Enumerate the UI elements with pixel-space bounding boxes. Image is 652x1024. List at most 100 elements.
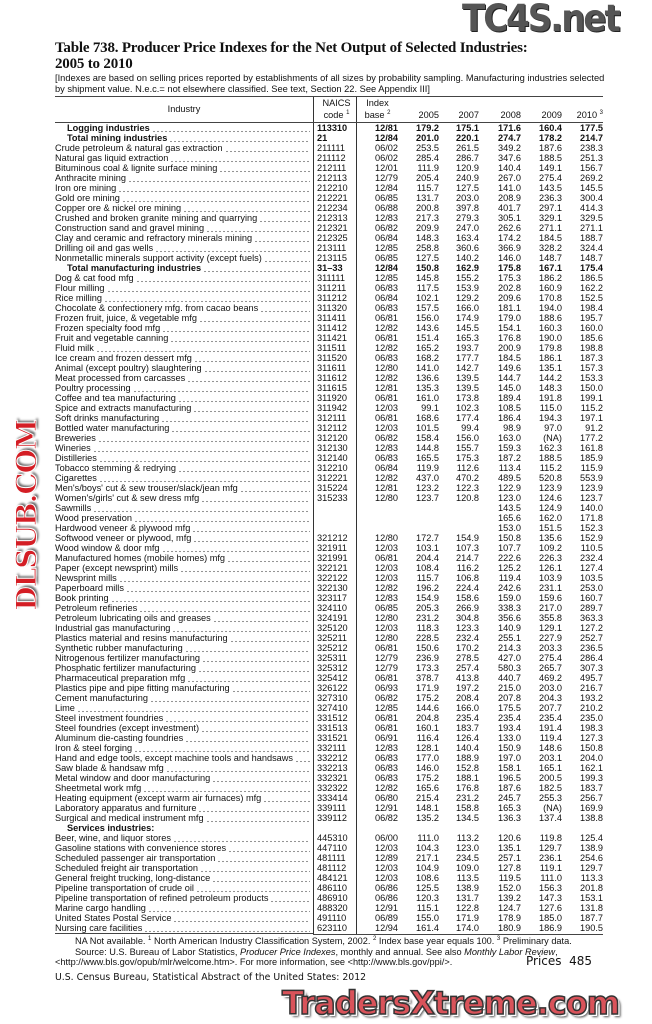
dot-leader [139, 603, 310, 613]
dot-leader [180, 563, 310, 573]
value-2009-cell: 187.6 [539, 143, 562, 153]
industry-name: Softwood veneer or plywood, mfg [55, 533, 192, 543]
industry-name: Aluminum die-casting foundries [55, 733, 184, 743]
value-2010-cell: 138.8 [580, 813, 603, 823]
industry-name: Cigarettes [55, 473, 97, 483]
naics-code-cell: 486110 [313, 883, 357, 893]
dot-leader [193, 403, 310, 413]
value-2007-cell: 266.9 [456, 603, 479, 613]
value-2009-cell: 355.8 [539, 613, 562, 623]
naics-code-cell: 623110 [313, 923, 357, 935]
value-2007-cell: 113.5 [456, 873, 479, 883]
dot-leader [198, 803, 310, 813]
naics-code-cell: 325212 [313, 643, 357, 653]
industry-name: Pipeline transportation of crude oil [55, 883, 194, 893]
value-2010-cell: 214.7 [580, 133, 603, 143]
value-2010-cell: 235.0 [580, 713, 603, 723]
table-row: Synthetic rubber manufacturing 325212 06/8… [55, 643, 603, 653]
value-2009-cell: (NA) [543, 803, 562, 813]
value-2010-cell: 157.3 [580, 363, 603, 373]
value-2010-cell: 153.1 [580, 893, 603, 903]
value-2007-cell: 122.8 [456, 903, 479, 913]
dot-leader [76, 703, 310, 713]
index-base-cell: 06/83 [356, 773, 401, 783]
value-2010-cell: 162.1 [580, 763, 603, 773]
value-2005-cell: 165.5 [416, 453, 439, 463]
table-row: Gasoline stations with convenience store… [55, 843, 603, 853]
value-2009-cell: 149.1 [539, 163, 562, 173]
table-row: Animal (except poultry) slaughtering 3116… [55, 363, 603, 373]
dot-leader [149, 693, 310, 703]
value-2009-cell: 147.3 [539, 893, 562, 903]
source-urls: <http://www.bls.gov/opub/mlr/welcome.htm… [55, 957, 453, 967]
dot-leader [151, 123, 310, 133]
value-2007-cell: 112.6 [456, 463, 479, 473]
value-2007-cell: 171.9 [456, 913, 479, 923]
value-2009-cell: 159.6 [539, 593, 562, 603]
table-row: Scheduled passenger air transportation 48… [55, 853, 603, 863]
naics-code-cell: 333414 [313, 793, 357, 803]
value-2005-cell: 215.4 [416, 793, 439, 803]
dot-leader [134, 743, 310, 753]
table-row: Services industries: [55, 823, 603, 833]
industry-cell: Petroleum refineries [55, 603, 313, 613]
value-2008-cell: 187.2 [498, 453, 521, 463]
table-row: Dog & cat food mfg 311111 12/85 145.8 155.2 1… [55, 273, 603, 283]
industry-name: Crude petroleum & natural gas extraction [55, 143, 223, 153]
value-2005-cell: 160.1 [416, 723, 439, 733]
value-2007-cell: 177.4 [456, 413, 479, 423]
value-2010-cell: 271.1 [580, 223, 603, 233]
value-2007-cell: 139.5 [456, 373, 479, 383]
dot-leader [161, 543, 310, 553]
value-2009-cell: 178.2 [539, 133, 562, 143]
index-base-cell: 12/83 [356, 443, 401, 453]
value-2009-cell: 124.9 [539, 503, 562, 513]
index-base-cell: 06/83 [356, 763, 401, 773]
value-2005-cell: 154.9 [416, 593, 439, 603]
index-base-cell: 06/85 [356, 253, 401, 263]
table-row: Heating equipment (except warm air furna… [55, 793, 603, 803]
table-row: Petroleum refineries 324110 06/85 205.3 266.… [55, 603, 603, 613]
industry-name: Gasoline stations with convenience store… [55, 843, 227, 853]
value-2005-cell: 161.4 [401, 923, 439, 935]
value-2009-cell: 235.4 [539, 713, 562, 723]
value-2009-cell: 97.0 [544, 423, 562, 433]
index-base-cell: 12/81 [356, 483, 401, 493]
industry-name: Nonmetallic minerals support activity (e… [55, 253, 262, 263]
naics-code-cell: 312140 [313, 453, 357, 463]
industry-name: Fluid milk [55, 343, 94, 353]
table-row: Bituminous coal & lignite surface mining… [55, 163, 603, 173]
dot-leader [263, 253, 310, 263]
index-base-cell: 12/03 [356, 843, 401, 853]
dot-leader [206, 223, 310, 233]
dot-leader [200, 863, 310, 873]
value-2008-cell: 349.2 [498, 143, 521, 153]
naics-code-cell: 212111 [313, 163, 357, 173]
value-2009-cell: 119.4 [539, 733, 562, 743]
value-2008-cell: 163.0 [498, 433, 521, 443]
value-2005-cell: 172.7 [416, 533, 439, 543]
table-row: Bottled water manufacturing 312112 12/03 10… [55, 423, 603, 433]
value-2009-cell: 194.3 [539, 413, 562, 423]
value-2007-cell: 175.1 [456, 123, 479, 133]
industry-cell: Newsprint mills [55, 573, 313, 583]
value-2010-cell: 187.3 [580, 353, 603, 363]
industry-cell: Iron ore mining [55, 183, 313, 193]
value-2008-cell: 207.8 [498, 693, 521, 703]
value-2010-cell: 198.4 [580, 303, 603, 313]
value-2010-cell: 253.0 [580, 583, 603, 593]
industry-cell: Scheduled passenger air transportation [55, 853, 313, 863]
dot-leader [184, 643, 310, 653]
value-2007-cell: 470.2 [456, 473, 479, 483]
value-2005-cell: 155.0 [416, 913, 439, 923]
table-row: Iron ore mining 212210 12/84 115.7 127.5 141.… [55, 183, 603, 193]
industry-name: Services industries: [67, 823, 155, 833]
value-2007-cell: 188.1 [456, 773, 479, 783]
value-2008-cell: 209.6 [498, 293, 521, 303]
value-2005-cell: 123.7 [416, 493, 439, 503]
dot-leader [106, 283, 310, 293]
value-2008-cell: 305.1 [498, 213, 521, 223]
industry-name: Manufactured homes (mobile homes) mfg [55, 553, 226, 563]
value-2010-cell: 127.2 [580, 623, 603, 633]
index-base-cell: 12/85 [356, 703, 401, 713]
